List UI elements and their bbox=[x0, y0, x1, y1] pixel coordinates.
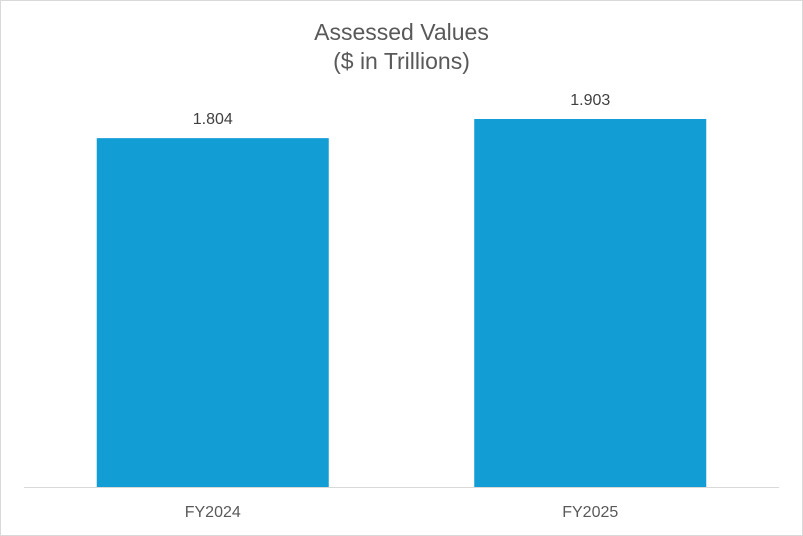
data-label-fy2025: 1.903 bbox=[570, 92, 610, 109]
bar-fy2025 bbox=[474, 119, 707, 487]
chart-subtitle: ($ in Trillions) bbox=[333, 48, 470, 74]
chart-title: Assessed Values bbox=[314, 19, 489, 45]
x-tick-label-fy2024: FY2024 bbox=[185, 504, 241, 521]
x-tick-label-fy2025: FY2025 bbox=[562, 504, 618, 521]
data-label-fy2024: 1.804 bbox=[193, 111, 233, 128]
bar-fy2024 bbox=[96, 138, 329, 487]
